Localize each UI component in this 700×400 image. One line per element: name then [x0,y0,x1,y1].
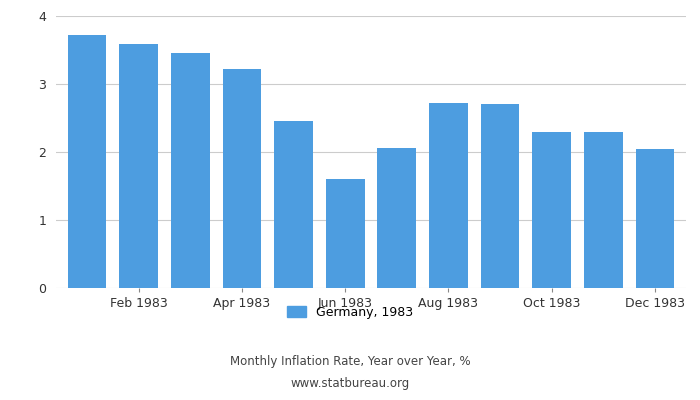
Bar [223,69,261,288]
Bar [636,149,674,288]
Bar [429,103,468,288]
Text: Monthly Inflation Rate, Year over Year, %: Monthly Inflation Rate, Year over Year, … [230,356,470,368]
Bar [119,44,158,288]
Bar [171,53,209,288]
Bar [68,35,106,288]
Bar [584,132,623,288]
Bar [274,121,313,288]
Bar [481,104,519,288]
Bar [377,148,416,288]
Bar [533,132,571,288]
Legend: Germany, 1983: Germany, 1983 [282,301,418,324]
Bar [326,179,365,288]
Text: www.statbureau.org: www.statbureau.org [290,378,410,390]
